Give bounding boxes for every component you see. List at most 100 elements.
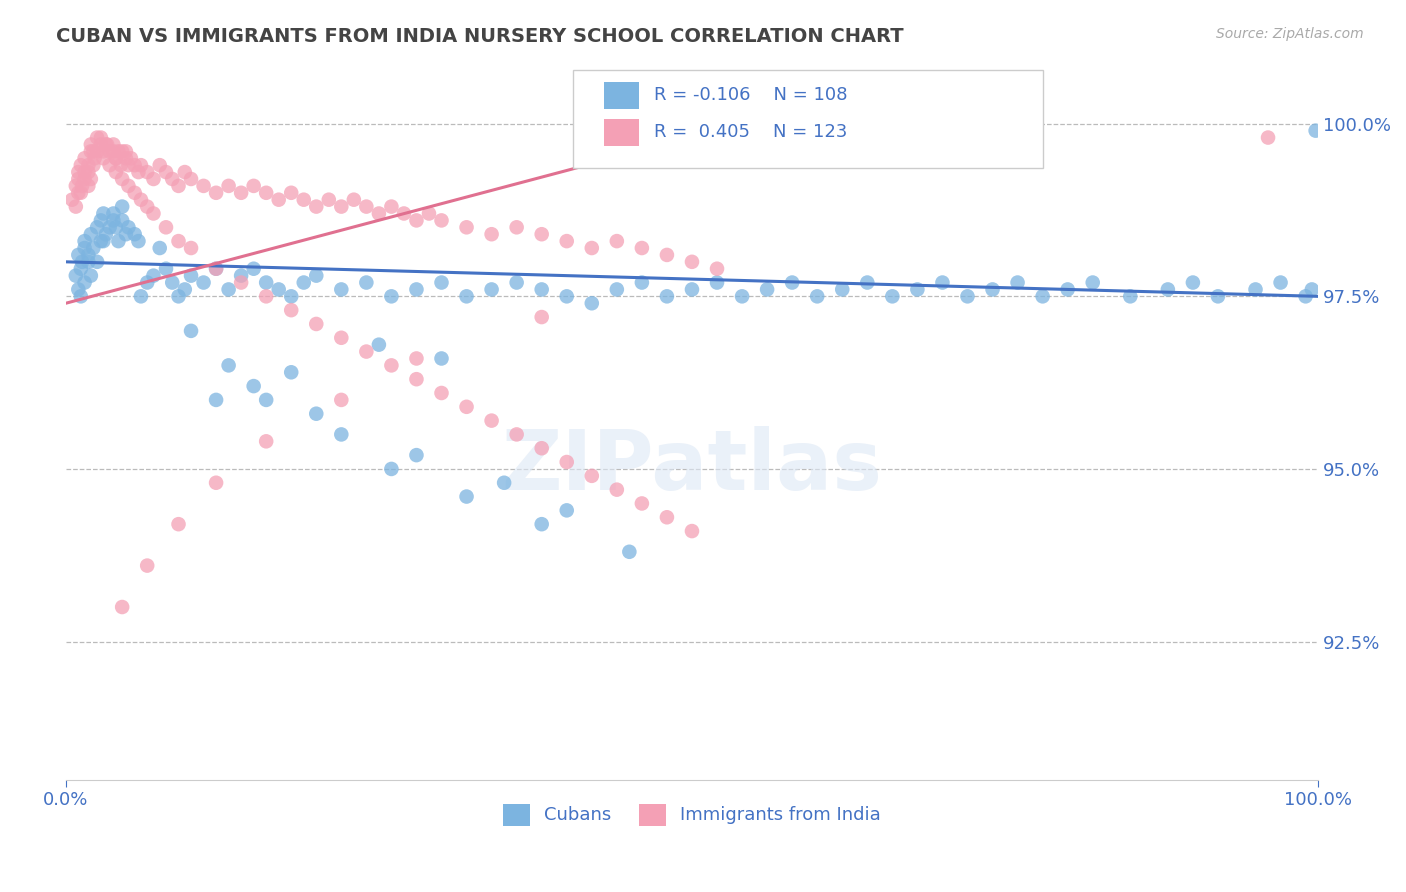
- Point: [136, 200, 159, 214]
- Point: [1119, 289, 1142, 303]
- FancyBboxPatch shape: [605, 82, 640, 109]
- Point: [254, 434, 277, 449]
- Point: [367, 206, 389, 220]
- Point: [530, 310, 553, 324]
- Point: [931, 276, 953, 290]
- Point: [530, 282, 553, 296]
- Point: [65, 268, 87, 283]
- Point: [167, 289, 190, 303]
- Point: [330, 392, 353, 407]
- Point: [82, 145, 104, 159]
- FancyBboxPatch shape: [574, 70, 1043, 168]
- Point: [93, 234, 115, 248]
- Point: [380, 200, 402, 214]
- Point: [124, 227, 146, 242]
- Point: [86, 145, 108, 159]
- Point: [456, 490, 478, 504]
- Point: [1181, 276, 1204, 290]
- Point: [882, 289, 904, 303]
- Point: [98, 145, 121, 159]
- Point: [86, 130, 108, 145]
- Point: [1032, 289, 1054, 303]
- Point: [505, 220, 527, 235]
- Point: [111, 213, 134, 227]
- Point: [111, 145, 134, 159]
- Point: [124, 186, 146, 200]
- Point: [318, 193, 340, 207]
- Point: [205, 392, 228, 407]
- Point: [218, 359, 240, 373]
- Point: [96, 137, 118, 152]
- Point: [67, 282, 90, 296]
- Point: [70, 178, 93, 193]
- Point: [67, 248, 90, 262]
- Point: [530, 441, 553, 455]
- Point: [67, 186, 90, 200]
- Point: [167, 517, 190, 532]
- Point: [90, 130, 112, 145]
- Point: [193, 276, 215, 290]
- Point: [107, 234, 129, 248]
- FancyBboxPatch shape: [605, 119, 640, 146]
- Point: [205, 475, 228, 490]
- Point: [581, 468, 603, 483]
- Point: [856, 276, 879, 290]
- Point: [655, 248, 678, 262]
- Point: [1295, 289, 1317, 303]
- Point: [136, 558, 159, 573]
- Point: [731, 289, 754, 303]
- Point: [127, 165, 149, 179]
- Point: [205, 261, 228, 276]
- Point: [356, 344, 378, 359]
- Point: [86, 255, 108, 269]
- Point: [254, 289, 277, 303]
- Point: [655, 510, 678, 524]
- Point: [80, 268, 103, 283]
- Point: [231, 186, 253, 200]
- Point: [1206, 289, 1229, 303]
- Point: [430, 276, 453, 290]
- Point: [581, 241, 603, 255]
- Point: [254, 186, 277, 200]
- Point: [155, 261, 177, 276]
- Point: [305, 407, 328, 421]
- Point: [1157, 282, 1180, 296]
- Point: [173, 165, 195, 179]
- Point: [129, 289, 152, 303]
- Point: [142, 206, 165, 220]
- Point: [142, 172, 165, 186]
- Point: [530, 227, 553, 242]
- Text: R =  0.405    N = 123: R = 0.405 N = 123: [654, 123, 848, 141]
- Point: [111, 172, 134, 186]
- Point: [107, 145, 129, 159]
- Point: [124, 158, 146, 172]
- Point: [505, 276, 527, 290]
- Point: [129, 158, 152, 172]
- Point: [98, 220, 121, 235]
- Point: [117, 220, 139, 235]
- Point: [73, 234, 96, 248]
- Point: [80, 137, 103, 152]
- Point: [305, 200, 328, 214]
- Point: [305, 317, 328, 331]
- Point: [136, 276, 159, 290]
- Point: [104, 220, 127, 235]
- Point: [60, 193, 83, 207]
- Point: [380, 359, 402, 373]
- Point: [173, 282, 195, 296]
- Point: [115, 227, 138, 242]
- Point: [231, 268, 253, 283]
- Point: [405, 351, 427, 366]
- Point: [292, 276, 315, 290]
- Point: [94, 227, 117, 242]
- Point: [481, 414, 503, 428]
- Point: [80, 227, 103, 242]
- Point: [280, 365, 302, 379]
- Point: [356, 276, 378, 290]
- Point: [67, 165, 90, 179]
- Point: [86, 220, 108, 235]
- Point: [1081, 276, 1104, 290]
- Point: [681, 255, 703, 269]
- Point: [69, 186, 91, 200]
- Point: [280, 289, 302, 303]
